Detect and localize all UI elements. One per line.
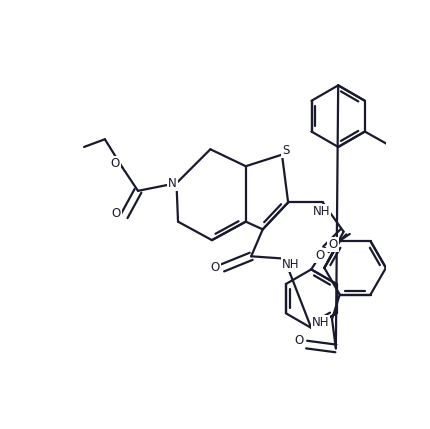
Text: NH: NH <box>282 258 299 271</box>
Text: NH: NH <box>312 316 329 329</box>
Text: O: O <box>294 334 304 347</box>
Text: O: O <box>328 238 338 251</box>
Text: O: O <box>315 249 324 262</box>
Text: O: O <box>110 157 120 170</box>
Text: NH: NH <box>313 205 330 218</box>
Text: O: O <box>112 208 121 221</box>
Text: N: N <box>168 177 177 190</box>
Text: S: S <box>282 144 289 157</box>
Text: O: O <box>210 261 220 275</box>
